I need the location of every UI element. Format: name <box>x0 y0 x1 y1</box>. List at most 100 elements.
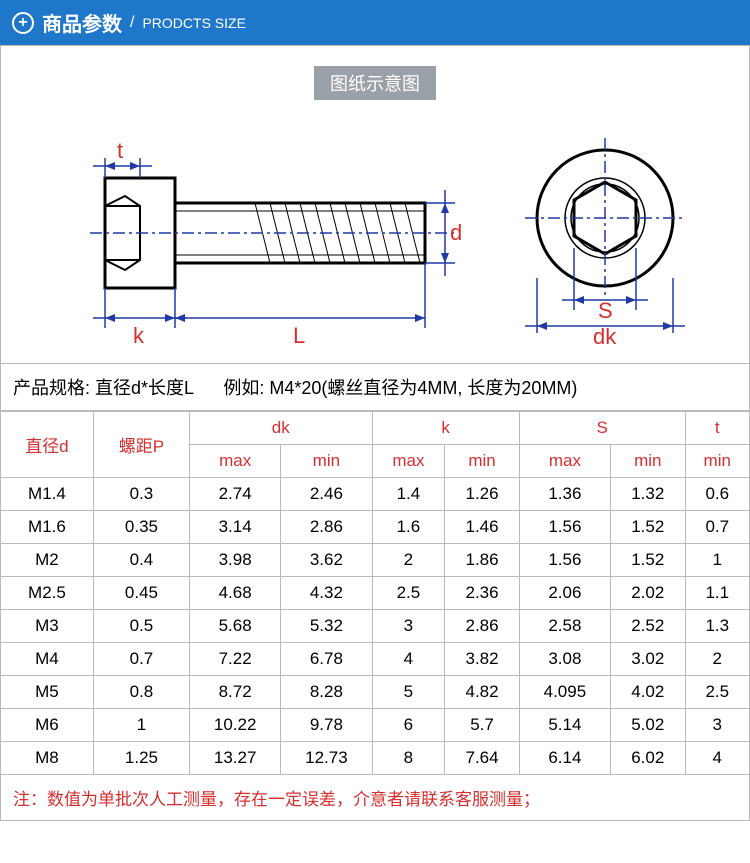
label-L: L <box>293 323 305 348</box>
header-title-en: PRODCTS SIZE <box>142 15 245 31</box>
label-d: d <box>450 220 462 245</box>
spec-table: 直径d 螺距P dk k S t max min max min max min… <box>0 411 750 775</box>
table-cell: 1.52 <box>611 511 686 544</box>
table-cell: 4.095 <box>519 676 610 709</box>
label-k: k <box>133 323 145 348</box>
table-cell: M2.5 <box>1 577 94 610</box>
table-cell: 0.7 <box>93 643 189 676</box>
table-cell: M3 <box>1 610 94 643</box>
table-cell: 1.46 <box>445 511 520 544</box>
table-cell: 1.56 <box>519 511 610 544</box>
table-cell: 1.4 <box>372 478 445 511</box>
table-cell: 3.98 <box>190 544 281 577</box>
th-dk: dk <box>190 412 372 445</box>
label-dk: dk <box>593 324 617 348</box>
table-cell: 2.58 <box>519 610 610 643</box>
table-cell: 1.26 <box>445 478 520 511</box>
th-s: S <box>519 412 685 445</box>
table-cell: M6 <box>1 709 94 742</box>
table-cell: 13.27 <box>190 742 281 775</box>
table-cell: 2.86 <box>281 511 372 544</box>
bolt-front-view: S dk <box>505 118 705 353</box>
table-row: M1.60.353.142.861.61.461.561.520.7 <box>1 511 750 544</box>
table-cell: 1.3 <box>685 610 749 643</box>
table-row: M30.55.685.3232.862.582.521.3 <box>1 610 750 643</box>
table-cell: 2.52 <box>611 610 686 643</box>
table-cell: 4 <box>685 742 749 775</box>
table-cell: 3.14 <box>190 511 281 544</box>
header-slash: / <box>130 14 134 32</box>
th-t-min: min <box>685 445 749 478</box>
table-cell: 1.36 <box>519 478 610 511</box>
table-row: M81.2513.2712.7387.646.146.024 <box>1 742 750 775</box>
table-cell: 7.64 <box>445 742 520 775</box>
th-p: 螺距P <box>93 412 189 478</box>
table-cell: 2.02 <box>611 577 686 610</box>
table-cell: 4.68 <box>190 577 281 610</box>
table-cell: 9.78 <box>281 709 372 742</box>
table-cell: 1.1 <box>685 577 749 610</box>
table-row: M1.40.32.742.461.41.261.361.320.6 <box>1 478 750 511</box>
table-cell: 2.06 <box>519 577 610 610</box>
table-cell: 1.86 <box>445 544 520 577</box>
th-k-min: min <box>445 445 520 478</box>
spec-table-body: M1.40.32.742.461.41.261.361.320.6M1.60.3… <box>1 478 750 775</box>
table-cell: 1.32 <box>611 478 686 511</box>
table-cell: 3.02 <box>611 643 686 676</box>
table-cell: 3 <box>685 709 749 742</box>
plus-icon: + <box>12 12 34 34</box>
th-k-max: max <box>372 445 445 478</box>
header-title-cn: 商品参数 <box>42 8 122 37</box>
table-cell: 0.6 <box>685 478 749 511</box>
table-cell: 4.82 <box>445 676 520 709</box>
footer-note: 注：数值为单批次人工测量，存在一定误差，介意者请联系客服测量； <box>0 775 750 821</box>
table-cell: 3.82 <box>445 643 520 676</box>
table-cell: 3.08 <box>519 643 610 676</box>
table-cell: 7.22 <box>190 643 281 676</box>
table-cell: 2 <box>685 643 749 676</box>
table-cell: 0.8 <box>93 676 189 709</box>
spec-line: 产品规格: 直径d*长度L 例如: M4*20(螺丝直径为4MM, 长度为20M… <box>0 364 750 411</box>
table-cell: 1.56 <box>519 544 610 577</box>
table-row: M50.88.728.2854.824.0954.022.5 <box>1 676 750 709</box>
table-cell: 6.14 <box>519 742 610 775</box>
table-cell: 6.78 <box>281 643 372 676</box>
table-cell: 2.46 <box>281 478 372 511</box>
table-row: M2.50.454.684.322.52.362.062.021.1 <box>1 577 750 610</box>
table-cell: 3 <box>372 610 445 643</box>
th-s-max: max <box>519 445 610 478</box>
table-cell: M1.6 <box>1 511 94 544</box>
table-cell: 0.4 <box>93 544 189 577</box>
table-cell: 4 <box>372 643 445 676</box>
bolt-side-view: t d k L <box>45 118 465 353</box>
table-cell: M1.4 <box>1 478 94 511</box>
table-cell: 6 <box>372 709 445 742</box>
th-s-min: min <box>611 445 686 478</box>
label-S: S <box>598 298 613 323</box>
table-cell: M5 <box>1 676 94 709</box>
table-cell: 0.5 <box>93 610 189 643</box>
table-cell: 1.6 <box>372 511 445 544</box>
table-cell: 5.02 <box>611 709 686 742</box>
th-dk-min: min <box>281 445 372 478</box>
table-cell: 4.02 <box>611 676 686 709</box>
table-cell: 8 <box>372 742 445 775</box>
table-cell: 5.68 <box>190 610 281 643</box>
diagram-area: 图纸示意图 <box>0 45 750 364</box>
table-cell: 2.86 <box>445 610 520 643</box>
table-cell: 0.3 <box>93 478 189 511</box>
table-cell: 0.45 <box>93 577 189 610</box>
diagram-title: 图纸示意图 <box>314 66 436 100</box>
spec-right: 例如: M4*20(螺丝直径为4MM, 长度为20MM) <box>223 378 577 398</box>
diagram-row: t d k L <box>11 118 739 353</box>
header-bar: + 商品参数 / PRODCTS SIZE <box>0 0 750 45</box>
table-cell: 2.36 <box>445 577 520 610</box>
table-cell: 1 <box>685 544 749 577</box>
table-cell: 10.22 <box>190 709 281 742</box>
table-cell: 5.7 <box>445 709 520 742</box>
table-row: M40.77.226.7843.823.083.022 <box>1 643 750 676</box>
table-cell: 2 <box>372 544 445 577</box>
table-cell: 2.5 <box>685 676 749 709</box>
table-cell: 8.28 <box>281 676 372 709</box>
table-row: M20.43.983.6221.861.561.521 <box>1 544 750 577</box>
